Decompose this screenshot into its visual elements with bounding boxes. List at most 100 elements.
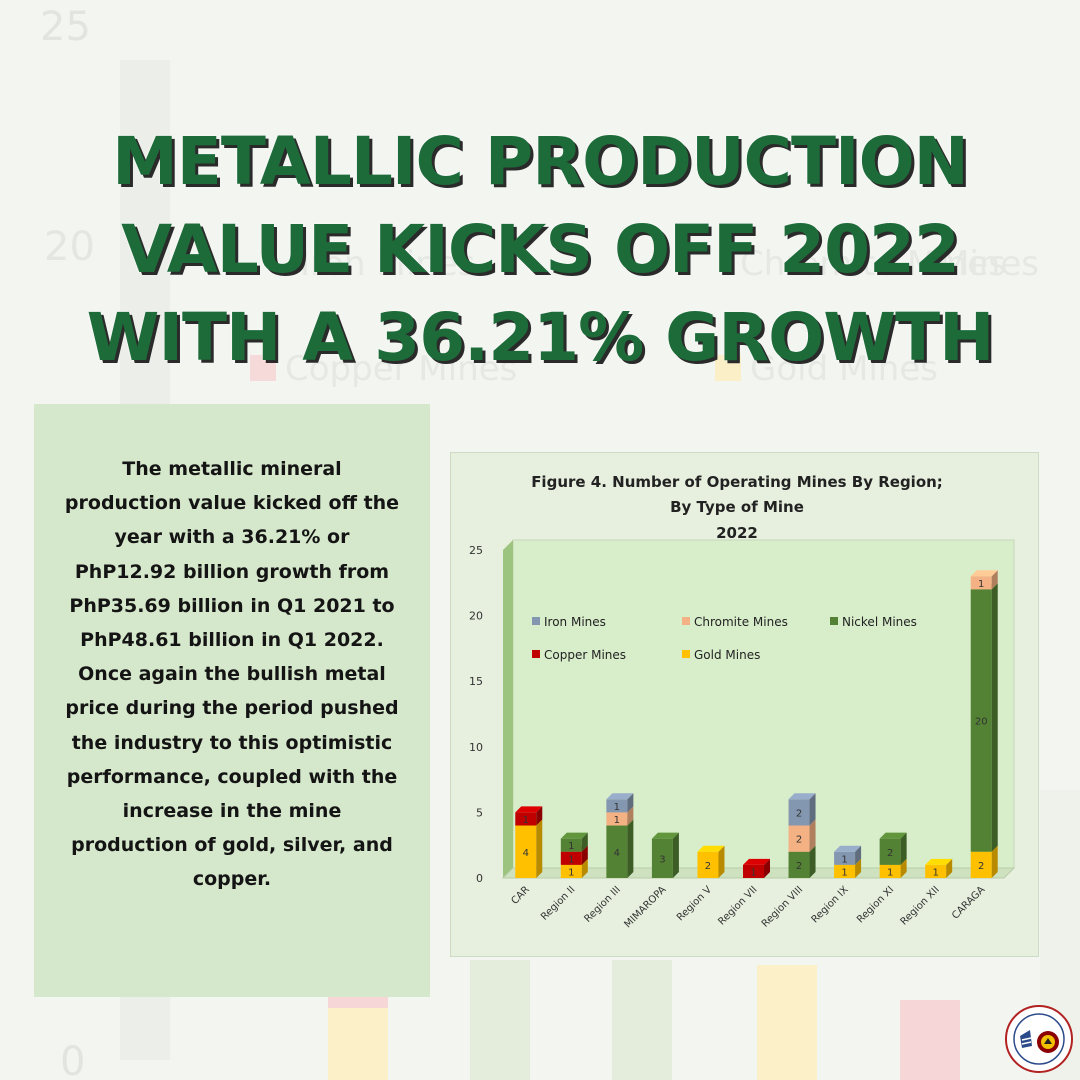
- bar-segment: [697, 851, 719, 878]
- bar-data-label: 20: [975, 717, 988, 728]
- chart-title-line: 2022: [716, 524, 758, 542]
- bar-segment: [560, 838, 582, 852]
- x-category-label: CARAGA: [950, 884, 987, 921]
- svg-text:Chromite Mines: Chromite Mines: [740, 244, 1006, 284]
- bar-segment-top: [925, 858, 953, 865]
- bar-segment-side: [718, 845, 725, 878]
- headline-line-1: METALLIC PRODUCTION: [112, 123, 969, 200]
- x-category-label: Region V: [675, 884, 714, 923]
- bar-data-label: 1: [750, 867, 756, 878]
- legend-label: Iron Mines: [544, 615, 606, 629]
- bar-segment-top: [651, 832, 679, 839]
- legend-swatch: [830, 617, 838, 625]
- legend-label: Nickel Mines: [842, 615, 917, 629]
- bar-data-label: 2: [887, 848, 893, 859]
- bar-segment-top: [743, 858, 770, 865]
- bar-data-label: 1: [568, 854, 574, 865]
- bar-segment: [879, 864, 901, 878]
- bar-segment-top: [560, 832, 588, 839]
- legend-label: Copper Mines: [544, 648, 626, 662]
- x-category-label: Region II: [539, 884, 577, 922]
- bar-segment-side: [672, 832, 679, 878]
- bar-segment-top: [879, 832, 907, 839]
- bar-segment-side: [991, 570, 998, 590]
- x-category-label: Region VII: [716, 884, 759, 927]
- bar-segment: [788, 825, 810, 852]
- bar-segment-top: [834, 845, 862, 852]
- bar-segment: [970, 851, 992, 878]
- plot-side-wall: [503, 540, 513, 878]
- svg-text:Gold Mines: Gold Mines: [750, 349, 938, 389]
- bar-segment-side: [581, 832, 588, 852]
- x-category-label: Region XII: [899, 884, 942, 927]
- bar-data-label: 1: [523, 815, 529, 826]
- bar-segment: [925, 864, 947, 878]
- bar-segment-side: [809, 819, 816, 852]
- summary-panel: The metallic mineral production value ki…: [34, 404, 430, 997]
- bar-segment-side: [764, 858, 770, 878]
- bar-segment: [834, 864, 856, 878]
- bar-segment-top: [515, 806, 543, 813]
- operating-mines-chart: Figure 4. Number of Operating Mines By R…: [469, 473, 1016, 930]
- x-category-label: Region VIII: [760, 884, 805, 929]
- legend-label: Chromite Mines: [694, 615, 788, 629]
- bar-data-label: 4: [523, 848, 529, 859]
- bar-data-label: 2: [796, 861, 802, 872]
- bar-segment: [560, 851, 582, 865]
- legend-swatch: [532, 650, 540, 658]
- svg-text:25: 25: [40, 4, 91, 50]
- svg-text:Copper Mines: Copper Mines: [285, 349, 517, 389]
- legend-swatch: [682, 617, 690, 625]
- headline-line-2: VALUE KICKS OFF 2022: [121, 211, 960, 288]
- bar-segment: [606, 799, 628, 813]
- bar-segment-side: [536, 806, 543, 826]
- bar-segment-side: [991, 583, 998, 852]
- bar-data-label: 2: [796, 808, 802, 819]
- bar-segment-side: [809, 793, 816, 826]
- y-tick-label: 25: [469, 544, 483, 557]
- bar-segment: [515, 812, 537, 826]
- bar-data-label: 1: [568, 841, 574, 852]
- x-category-label: MIMAROPA: [622, 884, 668, 930]
- bar-data-label: 2: [705, 861, 711, 872]
- y-tick-label: 5: [476, 806, 483, 819]
- x-category-label: Region III: [582, 884, 622, 924]
- bar-segment-side: [581, 845, 588, 865]
- bar-segment-top: [606, 793, 634, 800]
- svg-text:Mines: Mines: [940, 244, 1039, 284]
- bar-segment: [743, 864, 764, 878]
- bar-segment-top: [970, 570, 998, 577]
- y-tick-label: 20: [469, 610, 483, 623]
- bar-segment: [606, 812, 628, 826]
- bar-segment-side: [855, 858, 862, 878]
- chart-panel: Figure 4. Number of Operating Mines By R…: [450, 452, 1039, 957]
- headline: METALLIC PRODUCTION VALUE KICKS OFF 2022…: [0, 118, 1080, 382]
- bar-segment-side: [900, 832, 907, 865]
- bar-segment: [560, 864, 582, 878]
- bar-segment: [834, 851, 856, 865]
- bar-data-label: 2: [796, 835, 802, 846]
- svg-text:20: 20: [44, 224, 95, 270]
- bar-data-label: 4: [614, 848, 620, 859]
- legend-swatch: [682, 650, 690, 658]
- government-seal-icon: [1005, 1005, 1073, 1073]
- bar-segment: [515, 825, 537, 878]
- bar-segment: [970, 589, 992, 852]
- bar-data-label: 1: [841, 867, 847, 878]
- bar-data-label: 1: [841, 854, 847, 865]
- bar-segment-top: [697, 845, 725, 852]
- bar-segment: [788, 799, 810, 826]
- plot-back-wall: [512, 539, 1015, 869]
- bar-segment-side: [900, 858, 907, 878]
- bar-segment-side: [627, 819, 634, 878]
- bar-segment-side: [855, 845, 862, 865]
- bar-segment-side: [627, 793, 634, 813]
- y-tick-label: 0: [476, 872, 483, 885]
- bar-segment-side: [536, 819, 543, 878]
- bar-segment: [788, 851, 810, 878]
- bar-data-label: 2: [978, 861, 984, 872]
- y-tick-label: 15: [469, 675, 483, 688]
- bar-data-label: 1: [614, 815, 620, 826]
- summary-text: The metallic mineral production value ki…: [64, 458, 400, 891]
- bar-segment-side: [581, 858, 588, 878]
